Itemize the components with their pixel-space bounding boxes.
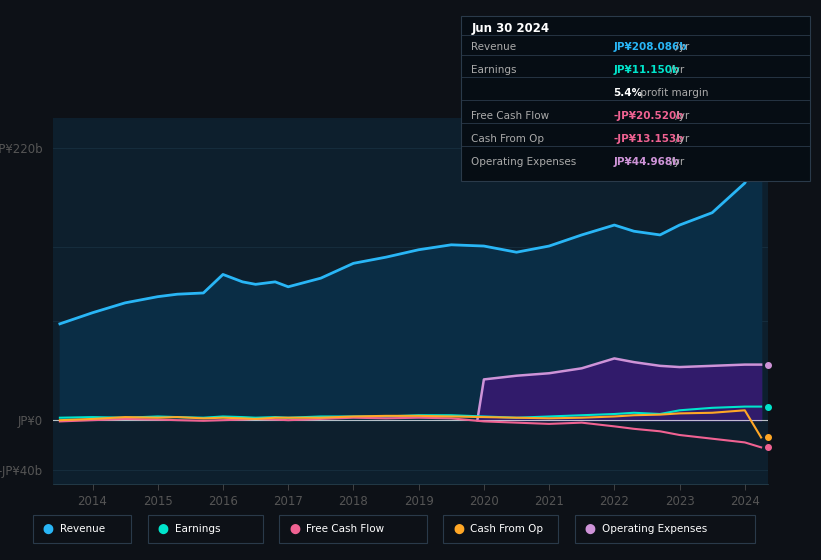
- Text: JP¥208.086b: JP¥208.086b: [613, 42, 687, 52]
- Text: Cash From Op: Cash From Op: [471, 134, 544, 144]
- Text: Operating Expenses: Operating Expenses: [602, 524, 707, 534]
- Text: Revenue: Revenue: [60, 524, 105, 534]
- Text: Operating Expenses: Operating Expenses: [471, 157, 576, 167]
- Text: Revenue: Revenue: [471, 42, 516, 52]
- Text: /yr: /yr: [672, 134, 689, 144]
- Text: /yr: /yr: [672, 42, 689, 52]
- Text: ⬤: ⬤: [585, 524, 595, 534]
- Text: ⬤: ⬤: [43, 524, 53, 534]
- Text: ⬤: ⬤: [158, 524, 168, 534]
- Text: -JP¥13.153b: -JP¥13.153b: [613, 134, 684, 144]
- Text: /yr: /yr: [672, 111, 689, 121]
- Text: JP¥11.150b: JP¥11.150b: [613, 65, 680, 75]
- Text: /yr: /yr: [667, 65, 684, 75]
- Text: /yr: /yr: [667, 157, 684, 167]
- Text: 5.4%: 5.4%: [613, 88, 642, 98]
- Text: Cash From Op: Cash From Op: [470, 524, 544, 534]
- Text: -JP¥20.520b: -JP¥20.520b: [613, 111, 684, 121]
- Text: Jun 30 2024: Jun 30 2024: [471, 22, 549, 35]
- Text: profit margin: profit margin: [637, 88, 709, 98]
- Text: Earnings: Earnings: [471, 65, 516, 75]
- Text: Free Cash Flow: Free Cash Flow: [306, 524, 384, 534]
- Text: ⬤: ⬤: [289, 524, 300, 534]
- Text: Earnings: Earnings: [175, 524, 220, 534]
- Text: ⬤: ⬤: [453, 524, 464, 534]
- Text: Free Cash Flow: Free Cash Flow: [471, 111, 549, 121]
- Text: JP¥44.968b: JP¥44.968b: [613, 157, 680, 167]
